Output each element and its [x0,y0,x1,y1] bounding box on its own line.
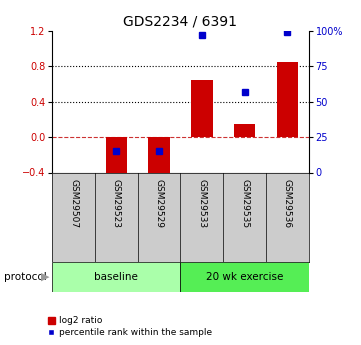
Bar [106,137,127,186]
Text: GSM29536: GSM29536 [283,179,292,228]
Bar [148,137,170,181]
Text: GSM29533: GSM29533 [197,179,206,228]
Text: protocol: protocol [4,272,46,282]
Text: GSM29529: GSM29529 [155,179,164,228]
Bar [52,262,180,292]
Text: GSM29507: GSM29507 [69,179,78,228]
Bar [191,80,213,137]
Bar [180,262,309,292]
Title: GDS2234 / 6391: GDS2234 / 6391 [123,14,238,29]
Text: ▶: ▶ [41,272,49,282]
Legend: log2 ratio, percentile rank within the sample: log2 ratio, percentile rank within the s… [48,316,212,337]
Text: 20 wk exercise: 20 wk exercise [206,272,283,282]
Text: GSM29535: GSM29535 [240,179,249,228]
Text: GSM29523: GSM29523 [112,179,121,228]
Text: baseline: baseline [95,272,138,282]
Bar [234,124,255,137]
Bar [277,62,298,137]
